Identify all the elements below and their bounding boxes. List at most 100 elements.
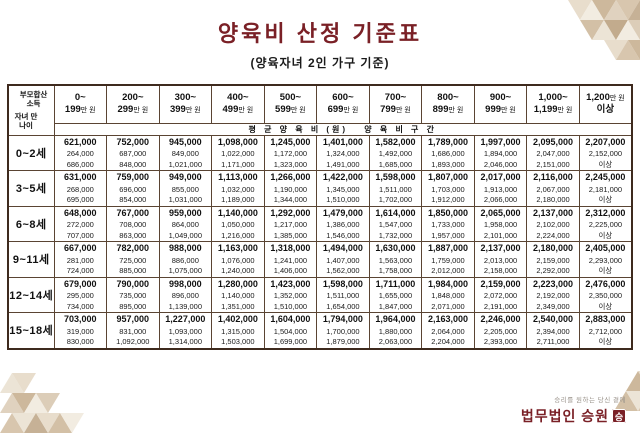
support-range-high: 895,000 [119,301,147,311]
support-cell: 1,227,000 1,093,000 1,314,000 [158,312,213,350]
support-range-high: 이상 [598,230,613,240]
average-support-value: 998,000 [169,278,202,289]
support-range-low: 864,000 [171,220,199,230]
support-range-low: 264,000 [66,149,94,159]
triangle-mosaic-decoration-bottom-left [0,373,84,433]
age-row-header: 3~5세 [7,170,55,207]
child-age-label: 자녀 만 나이 [14,111,38,131]
support-range-high: 1,654,000 [326,301,360,311]
firm-seal-icon: 승 [612,409,626,423]
support-cell: 1,794,000 1,700,000 1,879,000 [316,312,370,350]
footer-tagline: 승리를 원하는 당신 곁에 [554,397,626,404]
average-support-value: 1,402,000 [217,314,258,325]
support-cell: 1,479,000 1,386,000 1,546,000 [316,205,370,243]
band-label: 평 균 양 육 비 (원) 양 육 비 구 간 [53,122,633,136]
income-range-start: 700~ [384,92,407,103]
average-support-value: 1,850,000 [427,207,468,218]
support-cell: 667,000 281,000 724,000 [53,241,108,278]
unit-label: 만 원 [448,107,464,115]
support-cell: 2,065,000 1,958,000 2,101,000 [473,205,528,243]
age-row: 0~2세 621,000 264,000 686,000 752,000 687,000 8… [7,134,633,172]
support-range-low: 1,032,000 [221,184,255,194]
support-cell: 752,000 687,000 848,000 [106,134,160,172]
age-row: 15~18세 703,000 319,000 830,000 957,000 831,00… [7,312,633,350]
average-support-value: 1,098,000 [217,136,258,147]
support-cell: 2,312,000 2,225,000 이상 [578,205,633,243]
average-support-value: 648,000 [63,207,97,218]
support-range-high: 2,393,000 [483,337,518,347]
support-cell: 621,000 264,000 686,000 [53,134,108,172]
average-support-value: 1,140,000 [217,207,258,218]
support-range-high: 848,000 [119,159,147,169]
support-range-low: 1,241,000 [273,255,308,265]
support-range-high: 854,000 [119,195,147,205]
income-col-header: 0~ 199만 원 [53,84,108,124]
support-cell: 1,494,000 1,407,000 1,562,000 [316,241,370,278]
support-cell: 1,422,000 1,345,000 1,510,000 [316,170,370,207]
support-range-low: 2,225,000 [588,220,623,230]
support-range-low: 735,000 [119,291,147,301]
income-range-start: 400~ [227,92,249,103]
support-range-high: 1,491,000 [326,159,360,169]
average-support-value: 752,000 [116,136,150,147]
support-cell: 648,000 272,000 707,000 [53,205,108,243]
support-range-high: 1,216,000 [221,230,255,240]
support-range-low: 2,350,000 [588,291,623,301]
support-cell: 1,292,000 1,217,000 1,385,000 [263,205,318,243]
average-support-value: 1,318,000 [270,243,311,254]
support-range-low: 1,022,000 [221,149,255,159]
support-range-high: 2,151,000 [536,159,570,169]
income-range-end: 499만 원 [222,104,254,116]
support-range-high: 1,323,000 [273,159,308,169]
support-range-high: 2,158,000 [483,266,518,276]
support-range-low: 1,563,000 [378,255,413,265]
support-cell: 2,116,000 2,067,000 2,180,000 [526,170,580,207]
support-cell: 1,964,000 1,880,000 2,063,000 [368,312,423,350]
support-cell: 945,000 849,000 1,021,000 [158,134,213,172]
age-row: 6~8세 648,000 272,000 707,000 767,000 708,000 8… [7,205,633,243]
support-range-high: 734,000 [66,301,94,311]
support-range-high: 1,893,000 [431,159,465,169]
unit-label: 만 원 [185,107,201,115]
average-support-value: 1,227,000 [165,314,206,325]
average-support-value: 2,312,000 [585,207,626,218]
average-support-value: 621,000 [63,136,97,147]
support-range-high: 2,204,000 [431,337,465,347]
support-range-low: 1,315,000 [221,326,255,336]
support-range-low: 2,047,000 [536,149,570,159]
support-cell: 1,850,000 1,733,000 1,957,000 [421,205,475,243]
support-cell: 2,095,000 2,047,000 2,151,000 [526,134,580,172]
support-range-high: 2,066,000 [483,195,518,205]
support-range-low: 2,152,000 [588,149,623,159]
support-cell: 1,582,000 1,492,000 1,685,000 [368,134,423,172]
support-range-low: 1,848,000 [431,291,465,301]
support-range-high: 1,957,000 [431,230,465,240]
support-range-high: 1,758,000 [378,266,413,276]
unit-label: 만 원 [343,107,359,115]
support-cell: 782,000 725,000 885,000 [106,241,160,278]
average-support-value: 782,000 [116,243,150,254]
support-range-low: 1,547,000 [378,220,413,230]
support-range-low: 2,159,000 [536,255,570,265]
age-row-header: 9~11세 [7,241,55,278]
support-cell: 2,476,000 2,350,000 이상 [578,276,633,314]
support-range-high: 686,000 [66,159,94,169]
support-range-high: 724,000 [66,266,94,276]
support-range-low: 1,703,000 [431,184,465,194]
support-range-high: 이상 [598,337,613,347]
support-range-low: 1,733,000 [431,220,465,230]
support-range-low: 1,686,000 [431,149,465,159]
unit-label: 만 원 [557,107,573,115]
unit-label: 만 원 [238,107,254,115]
support-cell: 2,405,000 2,293,000 이상 [578,241,633,278]
income-header-row: 부모합산 소득 자녀 만 나이 0~ 199만 원 200~ 299만 원 300~ 399만… [7,84,633,136]
support-cell: 2,883,000 2,712,000 이상 [578,312,633,350]
average-support-value: 2,883,000 [585,314,626,325]
support-cell: 988,000 886,000 1,075,000 [158,241,213,278]
support-cell: 679,000 295,000 734,000 [53,276,108,314]
support-range-high: 2,071,000 [431,301,465,311]
support-cell: 1,245,000 1,172,000 1,323,000 [263,134,318,172]
average-support-value: 1,984,000 [427,278,468,289]
support-range-high: 1,240,000 [221,266,255,276]
support-range-low: 886,000 [171,255,199,265]
